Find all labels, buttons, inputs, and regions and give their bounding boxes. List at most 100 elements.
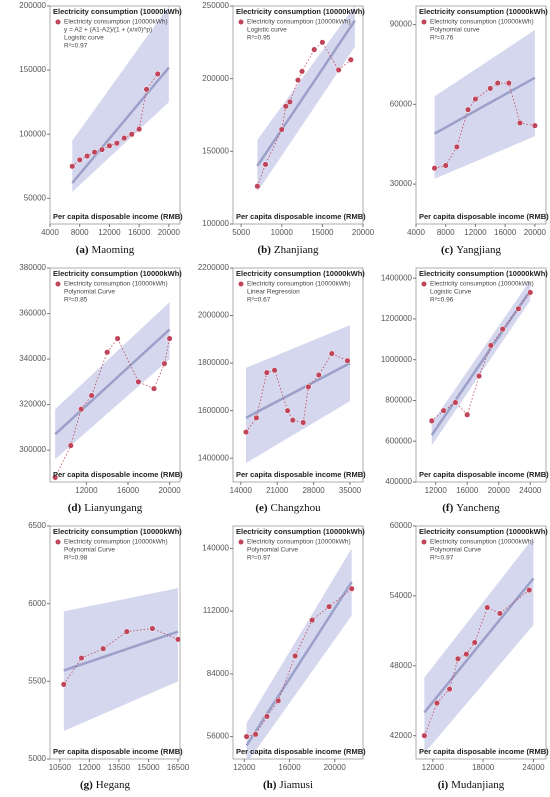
x-tick-label: 14000 bbox=[230, 486, 253, 495]
x-tick-label: 10500 bbox=[49, 763, 72, 772]
caption-label: (h) bbox=[263, 779, 277, 791]
data-point bbox=[100, 645, 107, 652]
data-point bbox=[150, 385, 158, 392]
confidence-band bbox=[72, 6, 169, 192]
data-point bbox=[292, 652, 299, 659]
y-tick-label: 2000000 bbox=[198, 311, 230, 320]
fit-line bbox=[256, 19, 356, 167]
data-point bbox=[128, 131, 135, 138]
legend-marker bbox=[238, 19, 244, 25]
data-point bbox=[494, 80, 501, 87]
r-squared: R²=0.95 bbox=[247, 35, 271, 42]
data-point bbox=[243, 733, 250, 740]
x-tick-label: 24000 bbox=[519, 486, 542, 495]
caption-label: (b) bbox=[257, 244, 271, 256]
data-point bbox=[487, 342, 494, 349]
legend-label: Electricity consumption (10000kWh) bbox=[64, 281, 168, 288]
x-axis-title: Per capita disposable income (RMB) bbox=[53, 212, 183, 221]
caption: (b) Zhanjiang bbox=[257, 244, 319, 256]
fit-line bbox=[245, 362, 351, 419]
fit-line bbox=[245, 581, 353, 747]
data-point bbox=[154, 70, 161, 78]
confidence-band bbox=[246, 325, 350, 463]
data-point bbox=[106, 142, 113, 149]
data-point bbox=[344, 357, 351, 364]
x-tick-label: 20000 bbox=[488, 486, 511, 495]
data-point bbox=[121, 135, 128, 142]
y-tick-label: 600000 bbox=[385, 436, 412, 445]
y-tick-label: 5000 bbox=[28, 754, 46, 763]
plot-area bbox=[242, 325, 351, 463]
r-squared: R²=0.98 bbox=[64, 555, 88, 562]
r-squared: R²=0.97 bbox=[247, 555, 271, 562]
caption-label: (f) bbox=[442, 502, 453, 514]
x-tick-label: 20000 bbox=[158, 486, 181, 495]
y-tick-label: 200000 bbox=[19, 1, 46, 10]
x-tick-label: 16000 bbox=[494, 228, 517, 237]
data-point bbox=[69, 163, 76, 170]
legend-label: Electricity consumption (10000kWh) bbox=[64, 539, 168, 546]
data-point bbox=[262, 161, 269, 168]
x-axis-title: Per capita disposable income (RMB) bbox=[236, 212, 366, 221]
data-point bbox=[78, 406, 85, 413]
y-tick-label: 340000 bbox=[19, 354, 46, 363]
data-point bbox=[136, 126, 143, 133]
legend-marker bbox=[238, 539, 244, 545]
data-point bbox=[499, 326, 506, 333]
caption: (g) Hegang bbox=[80, 779, 131, 791]
data-point bbox=[326, 603, 333, 610]
x-axis-title: Per capita disposable income (RMB) bbox=[419, 470, 549, 479]
confidence-band bbox=[257, 6, 355, 193]
x-tick-label: 4000 bbox=[41, 228, 59, 237]
y-tick-label: 112000 bbox=[203, 606, 230, 615]
x-tick-label: 20000 bbox=[158, 228, 181, 237]
x-tick-label: 20000 bbox=[524, 228, 547, 237]
data-point bbox=[275, 697, 282, 704]
x-tick-label: 4000 bbox=[407, 228, 425, 237]
x-tick-label: 28000 bbox=[302, 486, 325, 495]
legend-marker bbox=[55, 19, 61, 25]
equation: y = A2 + (A1-A2)/(1 + (x/x0)^p) bbox=[64, 27, 152, 34]
x-tick-label: 12000 bbox=[464, 228, 487, 237]
legend-marker bbox=[421, 281, 427, 287]
x-tick-label: 35000 bbox=[339, 486, 362, 495]
data-point bbox=[305, 383, 312, 390]
data-point bbox=[253, 414, 260, 421]
trend-curve bbox=[431, 292, 531, 422]
data-point bbox=[515, 305, 522, 312]
caption-name: Zhanjiang bbox=[274, 244, 319, 256]
r-squared: R²=0.67 bbox=[247, 297, 271, 304]
data-point bbox=[263, 369, 270, 376]
data-point bbox=[104, 349, 111, 356]
plot-area bbox=[428, 280, 534, 446]
caption-name: Changzhou bbox=[271, 502, 322, 514]
y-tick-label: 60000 bbox=[390, 521, 413, 530]
caption-label: (d) bbox=[68, 502, 82, 514]
caption-name: Yancheng bbox=[456, 502, 500, 514]
fit-label: Logistic curve bbox=[247, 27, 287, 34]
data-point bbox=[464, 106, 472, 113]
y-tick-label: 5500 bbox=[28, 676, 46, 685]
data-point bbox=[84, 152, 91, 160]
x-axis-title: Per capita disposable income (RMB) bbox=[419, 212, 549, 221]
plot-area bbox=[243, 548, 355, 759]
caption: (a) Maoming bbox=[76, 244, 135, 256]
data-point bbox=[135, 378, 142, 385]
data-point bbox=[433, 700, 441, 707]
legend-label: Electricity consumption (10000kWh) bbox=[247, 19, 351, 26]
data-point bbox=[76, 156, 83, 163]
y-axis-title: Electricity consumption (10000kWh) bbox=[53, 7, 182, 16]
y-tick-label: 300000 bbox=[19, 445, 46, 454]
fit-line bbox=[433, 76, 536, 135]
data-point bbox=[428, 417, 435, 424]
y-axis-title: Electricity consumption (10000kWh) bbox=[236, 527, 365, 536]
y-axis-title: Electricity consumption (10000kWh) bbox=[236, 269, 365, 278]
fit-line bbox=[54, 328, 171, 436]
y-tick-label: 1400000 bbox=[381, 273, 413, 282]
data-point bbox=[149, 625, 156, 632]
y-tick-label: 320000 bbox=[19, 400, 46, 409]
data-point bbox=[143, 86, 150, 93]
legend-label: Electricity consumption (10000kWh) bbox=[430, 281, 534, 288]
data-point bbox=[78, 654, 85, 662]
